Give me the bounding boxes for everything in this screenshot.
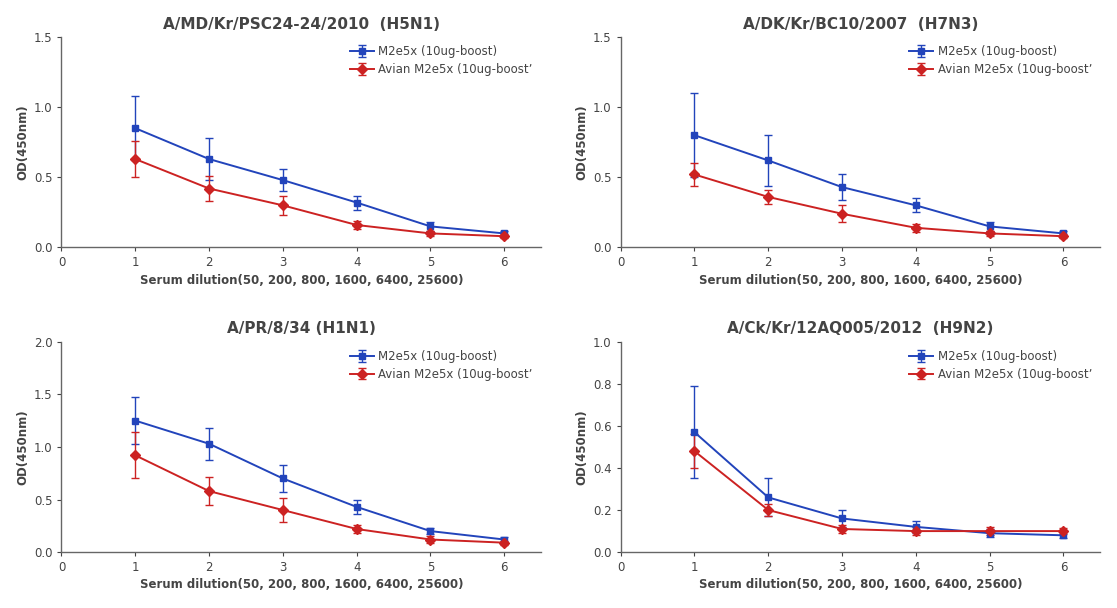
Title: A/PR/8/34 (H1N1): A/PR/8/34 (H1N1): [227, 322, 375, 336]
Legend: M2e5x (10ug-boost), Avian M2e5x (10ug-boostʼ: M2e5x (10ug-boost), Avian M2e5x (10ug-bo…: [907, 43, 1095, 78]
Legend: M2e5x (10ug-boost), Avian M2e5x (10ug-boostʼ: M2e5x (10ug-boost), Avian M2e5x (10ug-bo…: [907, 348, 1095, 383]
Title: A/Ck/Kr/12AQ005/2012  (H9N2): A/Ck/Kr/12AQ005/2012 (H9N2): [727, 322, 994, 336]
X-axis label: Serum dilution(50, 200, 800, 1600, 6400, 25600): Serum dilution(50, 200, 800, 1600, 6400,…: [140, 274, 464, 286]
Y-axis label: OD(450nm): OD(450nm): [576, 105, 589, 180]
Legend: M2e5x (10ug-boost), Avian M2e5x (10ug-boostʼ: M2e5x (10ug-boost), Avian M2e5x (10ug-bo…: [347, 43, 535, 78]
Title: A/DK/Kr/BC10/2007  (H7N3): A/DK/Kr/BC10/2007 (H7N3): [743, 16, 978, 32]
X-axis label: Serum dilution(50, 200, 800, 1600, 6400, 25600): Serum dilution(50, 200, 800, 1600, 6400,…: [699, 274, 1022, 286]
X-axis label: Serum dilution(50, 200, 800, 1600, 6400, 25600): Serum dilution(50, 200, 800, 1600, 6400,…: [699, 578, 1022, 592]
Y-axis label: OD(450nm): OD(450nm): [17, 409, 30, 485]
Legend: M2e5x (10ug-boost), Avian M2e5x (10ug-boostʼ: M2e5x (10ug-boost), Avian M2e5x (10ug-bo…: [347, 348, 535, 383]
Y-axis label: OD(450nm): OD(450nm): [17, 105, 30, 180]
Y-axis label: OD(450nm): OD(450nm): [576, 409, 589, 485]
X-axis label: Serum dilution(50, 200, 800, 1600, 6400, 25600): Serum dilution(50, 200, 800, 1600, 6400,…: [140, 578, 464, 592]
Title: A/MD/Kr/PSC24-24/2010  (H5N1): A/MD/Kr/PSC24-24/2010 (H5N1): [163, 16, 440, 32]
